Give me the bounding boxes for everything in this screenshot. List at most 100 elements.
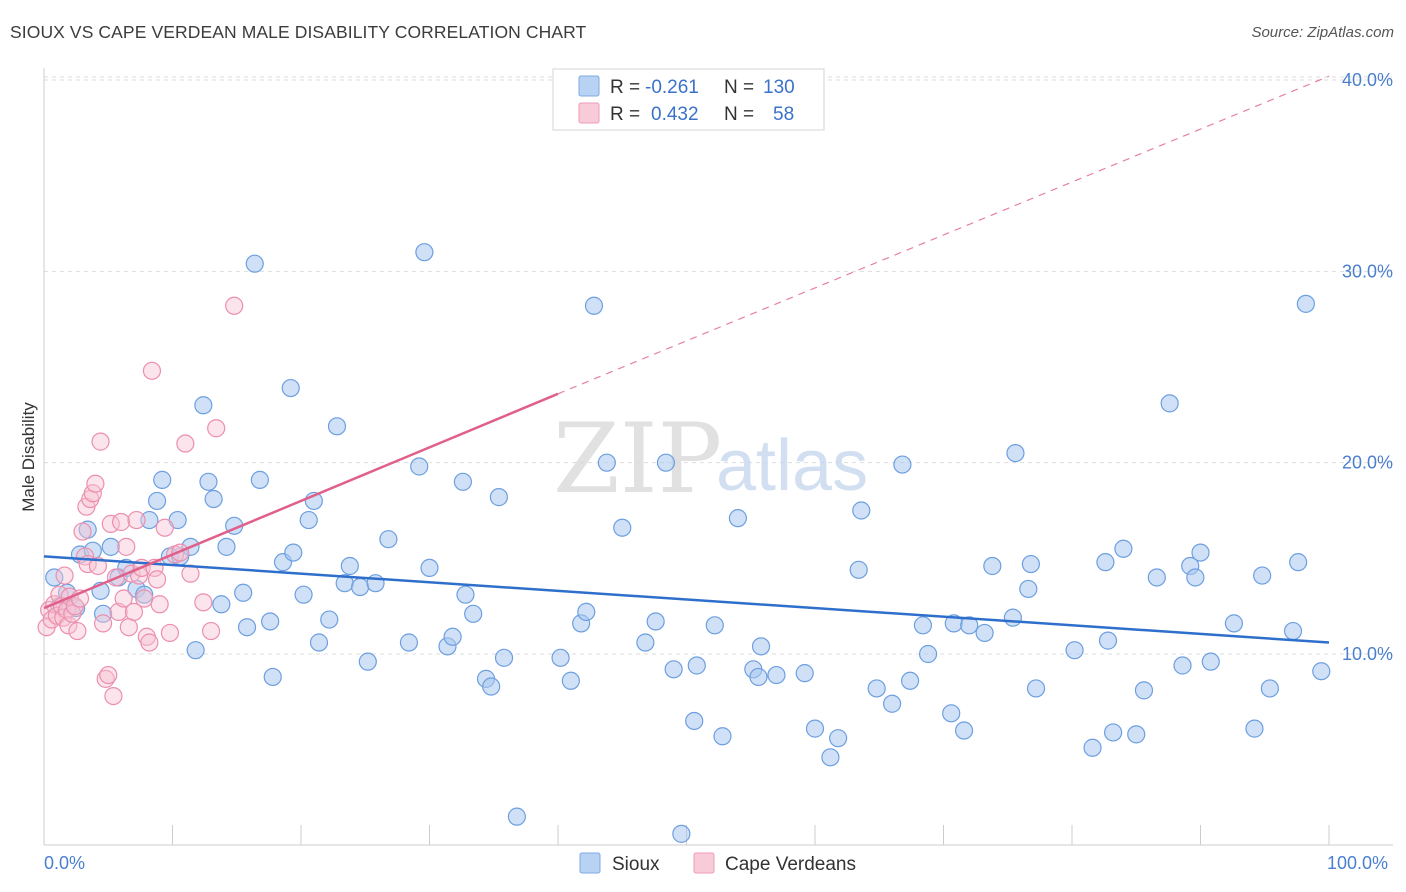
sioux-point-95: [954, 721, 974, 740]
source-credit: Source: ZipAtlas.com: [1251, 24, 1394, 41]
legend-swatch-sioux: [578, 75, 600, 97]
cape-verdeans-point-14: [68, 621, 87, 641]
sioux-point-31: [250, 470, 269, 489]
sioux-point-87: [867, 679, 886, 698]
sioux-point-90: [900, 671, 920, 690]
sioux-point-81: [767, 665, 786, 685]
sioux-point-50: [410, 457, 429, 476]
sioux-point-48: [379, 530, 398, 549]
cape-verdeans-point-43: [140, 633, 159, 652]
cape-verdeans-point-56: [207, 419, 226, 438]
sioux-point-100: [1019, 579, 1038, 599]
sioux-point-91: [913, 616, 933, 635]
cape-verdeans-point-55: [201, 621, 221, 641]
cape-verdeans-point-52: [176, 434, 195, 453]
cape-verdeans-point-32: [111, 512, 131, 532]
sioux-point-57: [464, 604, 483, 623]
sioux-point-49: [399, 633, 419, 652]
sioux-point-38: [299, 510, 318, 530]
x-tick-label-min: 0.0%: [44, 853, 85, 873]
cape-verdeans-point-35: [119, 618, 138, 637]
sioux-trend-line: [43, 555, 1330, 644]
legend-r-value-sioux: -0.261: [645, 77, 699, 98]
sioux-point-66: [584, 296, 604, 315]
watermark: ZIP atlas: [553, 403, 868, 515]
cape-verdeans-point-41: [135, 589, 154, 608]
sioux-point-16: [153, 470, 172, 489]
cape-verdeans-point-24: [91, 432, 110, 451]
sioux-point-123: [1296, 294, 1315, 313]
series-cape-verdeans-points: [37, 296, 244, 706]
sioux-point-125: [507, 807, 526, 826]
sioux-point-35: [281, 378, 300, 398]
cape-verdeans-point-57: [225, 296, 244, 315]
legend-n-value-cape-verdeans: 58: [773, 104, 794, 125]
x-tick-labels: 0.0% 100.0%: [44, 853, 1388, 873]
chart-title: SIOUX VS CAPE VERDEAN MALE DISABILITY CO…: [10, 22, 587, 42]
sioux-point-13: [135, 585, 154, 604]
sioux-point-52: [420, 558, 439, 578]
sioux-point-83: [805, 719, 825, 738]
watermark-atlas: atlas: [716, 426, 868, 506]
sioux-point-82: [795, 664, 814, 683]
legend-r-label-sioux: R =: [610, 77, 640, 98]
sioux-point-68: [613, 518, 632, 537]
sioux-point-63: [561, 671, 580, 690]
sioux-point-46: [358, 652, 377, 671]
cape-verdeans-point-10: [59, 616, 78, 635]
sioux-point-72: [664, 660, 683, 679]
sioux-point-115: [1191, 543, 1210, 562]
sioux-point-41: [320, 610, 339, 629]
sioux-point-106: [1098, 631, 1118, 650]
cape-verdeans-point-31: [109, 602, 128, 622]
sioux-point-30: [245, 254, 264, 273]
cape-verdeans-point-22: [86, 474, 105, 493]
sioux-point-67: [597, 453, 616, 472]
cape-verdeans-point-16: [73, 522, 92, 541]
legend-n-value-sioux: 130: [763, 77, 795, 98]
sioux-point-122: [1289, 553, 1308, 572]
sioux-point-51: [415, 243, 434, 262]
sioux-point-59: [482, 677, 501, 696]
sioux-point-70: [646, 612, 665, 631]
sioux-point-99: [1006, 444, 1025, 463]
sioux-point-112: [1173, 656, 1192, 675]
sioux-point-56: [456, 585, 475, 604]
watermark-zip: ZIP: [553, 403, 722, 515]
sioux-point-55: [453, 472, 473, 491]
sioux-point-28: [234, 583, 253, 602]
sioux-point-88: [882, 694, 902, 713]
sioux-point-104: [1083, 738, 1102, 757]
sioux-point-97: [975, 623, 994, 643]
trend-lines: [43, 75, 1330, 644]
sioux-point-15: [147, 491, 167, 511]
cape-verdeans-trend-extension: [557, 75, 1330, 395]
series-sioux-points: [45, 243, 1331, 843]
sioux-point-121: [1283, 621, 1303, 641]
sioux-point-129: [1104, 723, 1123, 742]
sioux-point-98: [1003, 608, 1022, 627]
x-tick-label-max: 100.0%: [1327, 853, 1388, 873]
sioux-point-103: [1065, 641, 1084, 660]
cape-verdeans-point-33: [114, 589, 133, 608]
cape-verdeans-point-37: [124, 602, 144, 622]
sioux-point-33: [263, 667, 282, 687]
sioux-point-40: [309, 633, 329, 652]
legend-r-label-cape-verdeans: R =: [610, 104, 640, 125]
top-legend: R = -0.261 N = 130 R = 0.432 N = 58: [552, 68, 825, 131]
cape-verdeans-point-44: [142, 361, 162, 380]
cape-verdeans-point-34: [117, 537, 136, 556]
cape-verdeans-trend-line: [43, 392, 559, 610]
sioux-point-9: [101, 537, 120, 556]
y-tick-label-40: 40.0%: [1342, 70, 1393, 90]
sioux-point-37: [294, 585, 313, 604]
sioux-point-105: [1096, 553, 1115, 572]
sioux-point-23: [199, 472, 218, 491]
sioux-point-96: [960, 616, 979, 635]
bottom-legend-swatch-cape-verdeans: [693, 852, 715, 874]
bottom-legend-label-sioux: Sioux: [612, 854, 660, 875]
sioux-point-32: [261, 612, 280, 631]
sioux-point-61: [494, 648, 514, 667]
sioux-point-29: [237, 618, 257, 637]
